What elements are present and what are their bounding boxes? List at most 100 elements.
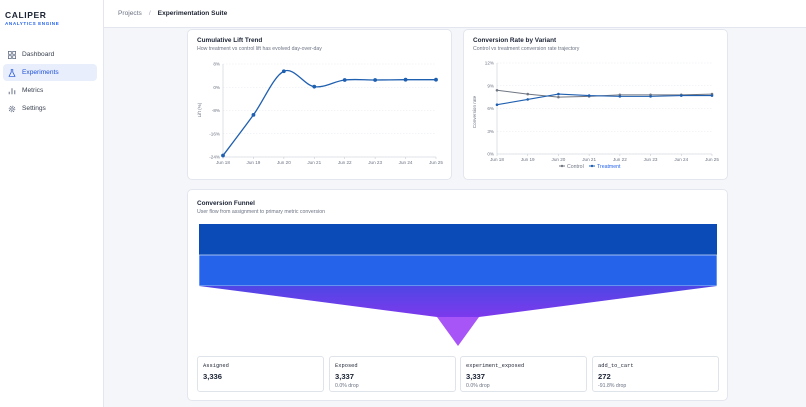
conversion-funnel-card: Conversion Funnel User flow from assignm… — [187, 189, 728, 401]
y-tick-label: -16% — [209, 131, 220, 136]
data-point — [710, 94, 714, 97]
data-point — [679, 94, 683, 97]
data-point — [557, 95, 560, 99]
data-point — [618, 95, 622, 98]
funnel-stage-assigned — [199, 224, 717, 255]
sidebar-item-label: Metrics — [22, 87, 44, 94]
x-tick-label: Jun 21 — [307, 160, 321, 165]
funnel-stage-experiment-exposed — [199, 286, 717, 317]
data-point — [649, 95, 652, 98]
data-point — [251, 112, 256, 117]
x-tick-label: Jun 19 — [247, 160, 261, 165]
top-bar: Projects / Experimentation Suite — [104, 0, 806, 28]
y-tick-label: -8% — [212, 108, 220, 113]
sidebar-item-dashboard[interactable]: Dashboard — [3, 46, 97, 63]
flask-icon — [8, 68, 16, 77]
sidebar-item-label: Settings — [22, 105, 46, 112]
card-subtitle: How treatment vs control lift has evolve… — [197, 46, 322, 52]
stat-label: add_to_cart — [598, 363, 634, 369]
y-tick-label: 8% — [213, 62, 220, 67]
card-title: Conversion Funnel — [197, 200, 255, 207]
data-point — [403, 77, 408, 82]
sidebar-item-settings[interactable]: Settings — [3, 100, 97, 117]
funnel-stat-experiment-exposed: experiment_exposed 3,337 0.0% drop — [460, 356, 587, 392]
x-tick-label: Jun 23 — [368, 160, 382, 165]
funnel-stat-add-to-cart: add_to_cart 272 -91.8% drop — [592, 356, 719, 392]
y-axis-title: Lift (%) — [197, 102, 202, 117]
breadcrumb-current: Experimentation Suite — [157, 10, 228, 17]
x-tick-label: Jun 20 — [552, 157, 566, 162]
stat-value: 272 — [598, 372, 611, 381]
data-point — [495, 103, 499, 107]
y-axis-title: Conversion rate — [472, 95, 477, 128]
bar-chart-icon — [8, 87, 16, 95]
x-tick-label: Jun 18 — [216, 160, 230, 165]
lift-trend-card: Cumulative Lift Trend How treatment vs c… — [187, 29, 452, 180]
data-point — [312, 84, 317, 89]
stat-value: 3,337 — [335, 372, 355, 381]
stat-label: experiment_exposed — [466, 363, 525, 369]
sidebar: CALIPER ANALYTICS ENGINE Dashboard Exper… — [0, 0, 104, 407]
x-tick-label: Jun 25 — [705, 157, 719, 162]
sidebar-item-label: Dashboard — [22, 51, 55, 58]
card-subtitle: User flow from assignment to primary met… — [197, 209, 325, 215]
sidebar-item-label: Experiments — [22, 69, 59, 76]
x-tick-label: Jun 19 — [521, 157, 535, 162]
stat-label: Exposed — [335, 363, 358, 369]
lift-series-line — [222, 69, 437, 156]
x-tick-label: Jun 24 — [674, 157, 688, 162]
funnel-stage-exposed — [198, 254, 718, 287]
stat-drop: 0.0% drop — [335, 383, 359, 389]
conversion-rate-chart: 12% 9% 6% 3% 0% Jun 18 Jun 19 Jun 20 Jun 21 Jun … — [472, 61, 719, 170]
stat-label: Assigned — [203, 363, 229, 369]
legend-treatment-marker — [590, 164, 594, 168]
card-subtitle: Control vs treatment conversion rate tra… — [473, 46, 580, 52]
data-point — [557, 92, 560, 96]
y-tick-label: 0% — [487, 152, 494, 157]
y-tick-label: 6% — [487, 106, 494, 111]
x-tick-label: Jun 22 — [338, 160, 352, 165]
stat-value: 3,337 — [466, 372, 486, 381]
brand-tagline: ANALYTICS ENGINE — [5, 21, 60, 26]
data-point — [587, 94, 591, 97]
funnel-stage-add-to-cart — [437, 317, 479, 346]
data-point — [434, 77, 438, 82]
legend-control-label: Control — [567, 164, 584, 170]
sidebar-item-metrics[interactable]: Metrics — [3, 82, 97, 99]
sidebar-nav: Dashboard Experiments Metrics Settings — [3, 46, 97, 118]
y-tick-label: -24% — [209, 155, 220, 160]
treatment-series-line — [496, 93, 712, 106]
breadcrumb-projects-link[interactable]: Projects — [118, 10, 142, 17]
lift-trend-chart: 8% 0% -8% -16% -24% Jun 18 Jun 19 Jun 20 Jun 21… — [197, 62, 443, 165]
stat-drop: -91.8% drop — [598, 383, 627, 389]
brand-logo[interactable]: CALIPER ANALYTICS ENGINE — [5, 10, 59, 26]
data-point — [526, 92, 530, 96]
grid-icon — [8, 50, 16, 59]
card-title: Conversion Rate by Variant — [473, 37, 557, 44]
data-point — [221, 153, 225, 158]
data-point — [495, 89, 499, 92]
gear-icon — [8, 105, 16, 113]
data-point — [281, 69, 286, 74]
funnel-stat-exposed: Exposed 3,337 0.0% drop — [329, 356, 456, 392]
legend-control-marker — [560, 164, 564, 168]
breadcrumb: Projects / Experimentation Suite — [118, 10, 227, 17]
stat-value: 3,336 — [203, 372, 223, 381]
data-point — [373, 78, 378, 82]
data-point — [342, 78, 347, 82]
x-tick-label: Jun 18 — [490, 157, 504, 162]
y-tick-label: 12% — [485, 61, 494, 66]
data-point — [526, 98, 530, 101]
stat-drop: 0.0% drop — [466, 383, 490, 389]
x-tick-label: Jun 22 — [613, 157, 627, 162]
conversion-rate-card: Conversion Rate by Variant Control vs tr… — [463, 29, 728, 180]
x-tick-label: Jun 21 — [582, 157, 596, 162]
sidebar-item-experiments[interactable]: Experiments — [3, 64, 97, 81]
x-tick-label: Jun 25 — [429, 160, 443, 165]
breadcrumb-separator: / — [148, 10, 151, 17]
x-tick-label: Jun 24 — [399, 160, 413, 165]
y-tick-label: 9% — [487, 83, 494, 88]
funnel-chart — [198, 224, 718, 346]
legend-treatment-label: Treatment — [597, 164, 621, 170]
funnel-stat-assigned: Assigned 3,336 — [197, 356, 324, 392]
